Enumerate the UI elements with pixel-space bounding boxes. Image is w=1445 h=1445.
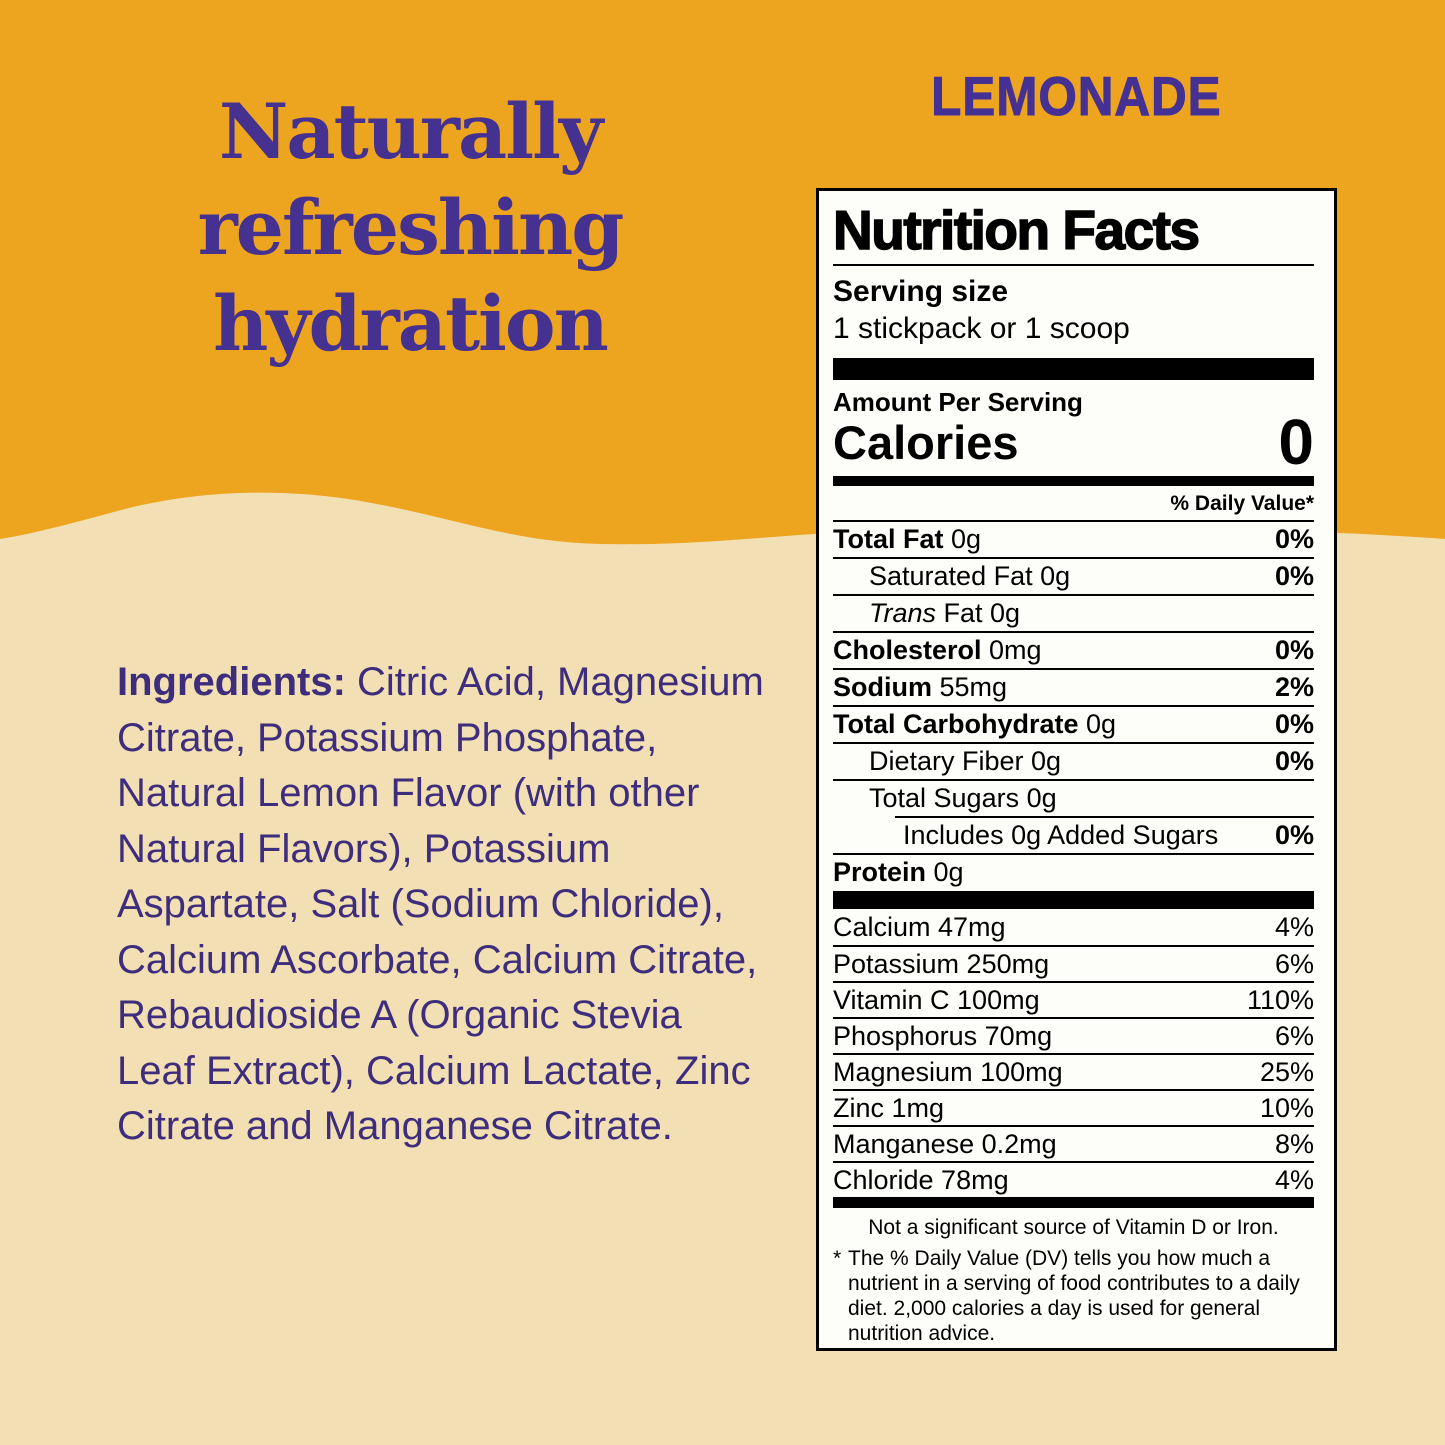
nutrition-facts-inner: Nutrition Facts Serving size 1 stickpack… [819,191,1334,1348]
rule-under-title [833,264,1314,266]
row-chloride-dv: 4% [1274,1164,1314,1195]
row-phosphorus-dv: 6% [1274,1020,1314,1051]
tagline-line-3: hydration [213,279,609,368]
row-total-carbohydrate: Total Carbohydrate 0g 0% [833,705,1314,742]
hero-tagline: Naturally refreshing hydration [85,84,735,372]
row-saturated-fat-name: Saturated Fat 0g [833,561,1070,592]
nutrition-facts-label: Nutrition Facts Serving size 1 stickpack… [816,188,1337,1351]
amount-per-serving-label: Amount Per Serving [833,387,1083,417]
row-dietary-fiber-amount: Dietary Fiber 0g [869,746,1062,776]
row-cholesterol-bold: Cholesterol [833,635,982,665]
ingredients-label: Ingredients: [117,660,346,704]
row-manganese-dv: 8% [1274,1128,1314,1159]
row-total-fat-amount: 0g [943,524,982,554]
row-total-sugars: Total Sugars 0g [833,779,1314,816]
thick-divider-bar [833,358,1314,380]
row-total-fat-dv: 0% [1274,524,1314,554]
tagline-line-1: Naturally [218,87,603,176]
row-magnesium: Magnesium 100mg 25% [833,1053,1314,1089]
row-cholesterol-dv: 0% [1274,635,1314,665]
row-total-sugars-name: Total Sugars 0g [833,783,1057,814]
row-dietary-fiber-name: Dietary Fiber 0g [833,746,1061,777]
row-trans-fat-name: Trans Fat 0g [833,598,1020,629]
row-saturated-fat-amount: Saturated Fat 0g [869,561,1071,591]
ingredients-paragraph: Ingredients: Citric Acid, Magnesium Citr… [117,655,769,1155]
row-chloride: Chloride 78mg 4% [833,1161,1314,1197]
row-potassium-name: Potassium 250mg [833,948,1050,979]
tagline-line-2: refreshing [197,183,625,272]
row-total-carbohydrate-amount: 0g [1078,709,1117,739]
row-vitamin-c-dv: 110% [1246,984,1314,1015]
row-protein-bold: Protein [833,857,927,887]
calories-label: Calories [833,416,1019,469]
row-cholesterol: Cholesterol 0mg 0% [833,631,1314,668]
row-vitamin-c: Vitamin C 100mg 110% [833,981,1314,1017]
ingredients-text: Citric Acid, Magnesium Citrate, Potassiu… [117,660,764,1148]
row-trans-fat: Trans Fat 0g [833,594,1314,631]
row-calcium-name: Calcium 47mg [833,911,1006,942]
row-zinc-name: Zinc 1mg [833,1092,945,1123]
row-calcium-dv: 4% [1274,911,1314,942]
row-sodium-bold: Sodium [833,672,932,702]
row-protein-name: Protein 0g [833,857,964,888]
thick-divider-bar-3 [833,1197,1314,1208]
row-sodium-amount: 55mg [932,672,1008,702]
calories-row: Calories 0 [833,406,1314,478]
row-calcium: Calcium 47mg 4% [833,909,1314,945]
row-vitamin-c-name: Vitamin C 100mg [833,984,1040,1015]
row-phosphorus: Phosphorus 70mg 6% [833,1017,1314,1053]
row-zinc-dv: 10% [1259,1092,1314,1123]
row-dietary-fiber: Dietary Fiber 0g 0% [833,742,1314,779]
row-magnesium-dv: 25% [1259,1056,1314,1087]
nutrition-facts-title: Nutrition Facts [832,199,1201,261]
row-sodium: Sodium 55mg 2% [833,668,1314,705]
row-total-carbohydrate-bold: Total Carbohydrate [833,709,1079,739]
serving-size-label: Serving size [833,275,1009,308]
flavor-title: LEMONADE [816,65,1337,127]
flavor-title-text: LEMONADE [931,65,1222,127]
row-total-fat: Total Fat 0g 0% [833,520,1314,557]
row-added-sugars-amount: Includes 0g Added Sugars [903,820,1219,850]
row-trans-fat-italic: Trans [869,598,937,628]
row-sodium-dv: 2% [1274,672,1314,702]
footnote-text: The % Daily Value (DV) tells you how muc… [848,1247,1300,1345]
row-added-sugars-dv: 0% [1274,820,1314,850]
row-manganese-name: Manganese 0.2mg [833,1128,1057,1159]
serving-size-value: 1 stickpack or 1 scoop [833,312,1130,345]
row-total-fat-bold: Total Fat [833,524,944,554]
row-chloride-name: Chloride 78mg [833,1164,1009,1195]
thick-divider-bar-2 [833,891,1314,909]
row-total-carbohydrate-name: Total Carbohydrate 0g [833,709,1116,740]
row-magnesium-name: Magnesium 100mg [833,1056,1063,1087]
row-protein-amount: 0g [926,857,964,887]
row-added-sugars: Includes 0g Added Sugars 0% [833,816,1314,853]
row-manganese: Manganese 0.2mg 8% [833,1125,1314,1161]
row-phosphorus-name: Phosphorus 70mg [833,1020,1053,1051]
row-sodium-name: Sodium 55mg [833,672,1007,703]
row-added-sugars-name: Includes 0g Added Sugars [833,820,1218,851]
row-cholesterol-amount: 0mg [981,635,1042,665]
row-trans-fat-amount: Fat 0g [936,598,1021,628]
daily-value-footnote: * The % Daily Value (DV) tells you how m… [833,1246,1314,1346]
row-zinc: Zinc 1mg 10% [833,1089,1314,1125]
row-potassium: Potassium 250mg 6% [833,945,1314,981]
row-cholesterol-name: Cholesterol 0mg [833,635,1042,666]
medium-divider-bar [833,476,1314,486]
calories-value: 0 [1278,406,1314,478]
row-potassium-dv: 6% [1274,948,1314,979]
row-protein: Protein 0g [833,853,1314,890]
row-saturated-fat-dv: 0% [1274,561,1314,591]
row-total-carbohydrate-dv: 0% [1274,709,1314,739]
row-total-sugars-amount: Total Sugars 0g [869,783,1057,813]
not-significant-note: Not a significant source of Vitamin D or… [868,1216,1279,1239]
row-saturated-fat: Saturated Fat 0g 0% [833,557,1314,594]
row-dietary-fiber-dv: 0% [1274,746,1314,776]
daily-value-header: % Daily Value* [1170,492,1314,515]
footnote-asterisk: * [833,1247,842,1270]
row-total-fat-name: Total Fat 0g [833,524,981,555]
